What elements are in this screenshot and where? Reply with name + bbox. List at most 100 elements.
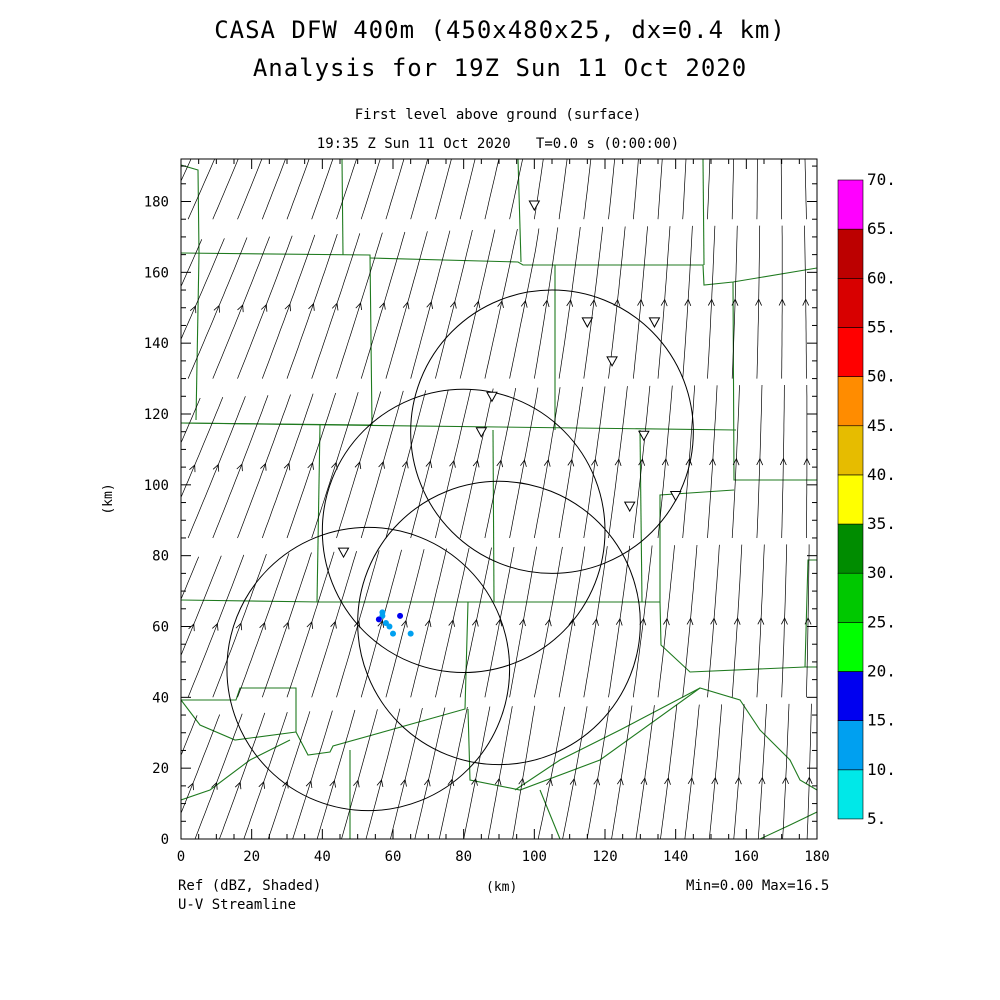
streamline-arrow bbox=[141, 784, 147, 791]
streamline-arrow bbox=[568, 618, 576, 627]
axis-tick-labels: 0 20 40 60 80 100 120 140 160 180 0 20 40 60 80 100 120 1… bbox=[144, 195, 830, 866]
streamline bbox=[385, 159, 405, 220]
streamline bbox=[657, 545, 675, 698]
streamline bbox=[261, 159, 286, 220]
streamline-arrow bbox=[471, 777, 478, 786]
colorbar-label: 50. bbox=[867, 367, 896, 386]
streamline-arrow bbox=[188, 623, 195, 632]
streamline-arrow bbox=[425, 460, 433, 469]
streamline-arrow bbox=[94, 626, 100, 633]
streamline bbox=[181, 556, 200, 601]
streamline bbox=[484, 159, 500, 220]
streamline-arrow bbox=[215, 147, 221, 154]
streamline-arrow bbox=[639, 617, 647, 626]
echo-pixel bbox=[386, 623, 393, 630]
county-boundaries bbox=[181, 159, 817, 839]
streamline-arrow bbox=[589, 298, 597, 307]
streamline bbox=[40, 402, 110, 538]
streamline bbox=[187, 159, 215, 220]
streamline-arrow bbox=[189, 464, 196, 473]
streamline bbox=[64, 242, 133, 378]
colorbar-label: 20. bbox=[867, 662, 896, 681]
streamline-arrow bbox=[825, 140, 831, 147]
streamline-arrow bbox=[684, 140, 690, 146]
map-area bbox=[40, 85, 835, 857]
reflectivity-echoes bbox=[375, 609, 414, 637]
radar-stations bbox=[337, 200, 682, 559]
y-axis-label: (km) bbox=[101, 483, 116, 514]
streamline-arrow bbox=[307, 462, 314, 470]
streamline-arrow bbox=[120, 149, 126, 156]
streamline-arrow bbox=[329, 779, 336, 788]
streamline-arrow bbox=[355, 302, 362, 311]
streamline-arrow bbox=[212, 463, 220, 472]
streamline-arrow bbox=[543, 458, 551, 467]
streamline bbox=[831, 544, 832, 697]
streamline-arrow bbox=[449, 459, 456, 468]
echo-pixel bbox=[375, 616, 382, 623]
streamline-arrow bbox=[544, 618, 552, 627]
streamline bbox=[237, 235, 293, 379]
x-tick-label: 120 bbox=[592, 849, 617, 865]
streamline-arrow bbox=[756, 457, 764, 466]
county-line bbox=[539, 789, 561, 839]
streamline bbox=[484, 388, 517, 539]
streamline-arrow bbox=[496, 459, 504, 468]
streamline bbox=[438, 707, 468, 839]
colorbar-swatch bbox=[837, 572, 864, 623]
streamline bbox=[410, 230, 451, 379]
streamline bbox=[780, 159, 783, 220]
streamline-arrow bbox=[734, 776, 742, 785]
streamline-arrow bbox=[733, 617, 741, 625]
streamline bbox=[181, 714, 221, 815]
x-tick-label: 0 bbox=[177, 849, 185, 865]
streamline-arrow bbox=[640, 777, 648, 786]
streamline-arrow bbox=[353, 779, 360, 788]
county-line bbox=[732, 281, 817, 481]
y-tick-label: 180 bbox=[144, 195, 169, 211]
streamline bbox=[435, 389, 472, 539]
min-max-readout: Min=0.00 Max=16.5 bbox=[686, 878, 830, 894]
radar-range-rings bbox=[226, 289, 694, 812]
streamline-arrow bbox=[448, 619, 455, 627]
streamline bbox=[410, 548, 447, 698]
streamline-arrow bbox=[428, 143, 434, 150]
county-line bbox=[181, 489, 735, 603]
streamline bbox=[707, 225, 716, 379]
streamline-arrow bbox=[829, 618, 835, 624]
streamline-arrow bbox=[71, 468, 77, 475]
colorbar-swatch bbox=[837, 474, 864, 525]
streamline-arrow bbox=[473, 300, 481, 309]
streamline bbox=[731, 225, 738, 379]
streamline bbox=[261, 552, 312, 698]
streamline bbox=[360, 231, 406, 379]
streamline-arrow bbox=[380, 144, 386, 151]
county-line bbox=[195, 252, 200, 421]
streamline-arrow bbox=[660, 140, 666, 146]
streamline bbox=[212, 395, 269, 539]
streamline-arrow bbox=[613, 298, 621, 307]
streamline-arrow bbox=[283, 621, 290, 630]
streamline bbox=[40, 85, 113, 219]
streamline-arrow bbox=[286, 145, 292, 152]
streamline bbox=[827, 226, 831, 379]
streamline-arrow bbox=[593, 777, 601, 786]
streamline bbox=[806, 385, 808, 539]
streamline bbox=[89, 717, 152, 857]
streamline-arrow bbox=[238, 146, 244, 153]
streamline-arrow bbox=[212, 622, 219, 631]
streamline-arrow bbox=[118, 467, 124, 474]
streamline bbox=[558, 227, 581, 379]
streamline bbox=[657, 159, 663, 220]
streamline-arrow bbox=[494, 777, 502, 786]
echo-pixel bbox=[407, 630, 414, 637]
streamline bbox=[459, 547, 492, 698]
streamline bbox=[512, 705, 536, 839]
colorbar-label: 25. bbox=[867, 612, 896, 631]
streamline-arrow bbox=[616, 777, 624, 786]
streamline-arrow bbox=[542, 299, 550, 308]
x-tick-label: 60 bbox=[385, 849, 402, 865]
streamline-arrow bbox=[166, 466, 172, 473]
streamline bbox=[660, 704, 678, 839]
colorbar-label: 70. bbox=[867, 170, 896, 189]
